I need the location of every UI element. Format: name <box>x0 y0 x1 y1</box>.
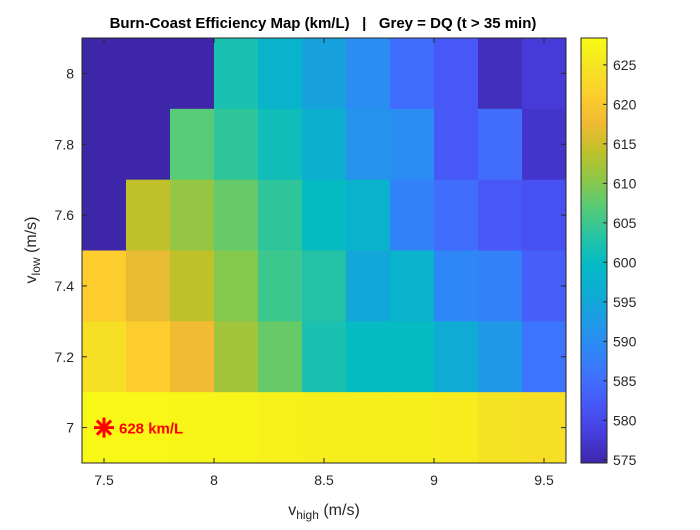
heatmap-cell-dq <box>82 108 127 181</box>
x-tick-label: 9 <box>430 472 438 488</box>
x-tick-label: 8.5 <box>314 472 334 488</box>
heatmap-cells <box>82 38 567 464</box>
heatmap-cell <box>346 321 391 393</box>
heatmap-cell <box>302 250 347 322</box>
colorbar-ticks: 575 580 585 590 595 600 605 610 615 620 625 <box>603 57 637 468</box>
heatmap-cell <box>478 179 523 251</box>
heatmap-cell <box>170 179 215 251</box>
heatmap-cell <box>522 38 567 110</box>
heatmap-cell <box>302 179 347 251</box>
y-axis: 7 7.2 7.4 7.6 7.8 8 <box>55 65 566 436</box>
heatmap-cell <box>390 179 435 251</box>
heatmap-cell <box>478 250 523 322</box>
y-tick-label: 7.6 <box>55 207 75 223</box>
heatmap-cell <box>434 179 479 251</box>
heatmap-cell <box>302 108 347 181</box>
heatmap-cell <box>390 250 435 322</box>
best-point-label: 628 km/L <box>119 421 183 438</box>
heatmap-cell <box>258 250 303 322</box>
heatmap-cell <box>258 392 303 464</box>
heatmap-cell <box>126 321 171 393</box>
heatmap-cell-dq <box>82 38 127 110</box>
heatmap-cell <box>434 38 479 110</box>
heatmap-cell <box>522 179 567 251</box>
heatmap-cell <box>522 250 567 322</box>
heatmap-cell <box>302 321 347 393</box>
heatmap-cell <box>522 321 567 393</box>
heatmap-cell <box>346 108 391 181</box>
heatmap-cell <box>214 321 259 393</box>
heatmap-cell <box>258 108 303 181</box>
colorbar-tick-label: 585 <box>613 373 637 389</box>
colorbar <box>580 37 608 464</box>
heatmap-cell <box>214 392 259 464</box>
y-axis-label: vlow (m/s) <box>23 217 43 284</box>
heatmap-cell <box>478 321 523 393</box>
heatmap-cell <box>390 38 435 110</box>
heatmap-cell <box>170 321 215 393</box>
heatmap-cell-dq <box>126 108 171 181</box>
heatmap-cell <box>126 392 171 464</box>
heatmap-cell <box>302 38 347 110</box>
x-tick-label: 8 <box>210 472 218 488</box>
heatmap-cell <box>302 392 347 464</box>
x-axis: 7.5 8 8.5 9 9.5 <box>94 38 554 488</box>
colorbar-tick-label: 605 <box>613 215 637 231</box>
heatmap-cell <box>478 38 523 110</box>
heatmap-cell-dq <box>126 38 171 110</box>
heatmap-cell <box>258 179 303 251</box>
colorbar-tick-label: 580 <box>613 412 637 428</box>
heatmap-cell <box>214 108 259 181</box>
heatmap-cell <box>170 392 215 464</box>
colorbar-tick-label: 575 <box>613 452 637 468</box>
colorbar-tick-label: 610 <box>613 175 637 191</box>
heatmap-cell <box>258 38 303 110</box>
heatmap-cell-dq <box>82 179 127 251</box>
heatmap-cell <box>434 250 479 322</box>
heatmap-cell <box>390 108 435 181</box>
y-tick-label: 7.2 <box>55 349 75 365</box>
heatmap-cell <box>346 38 391 110</box>
heatmap-cell <box>434 392 479 464</box>
heatmap-cell <box>346 250 391 322</box>
colorbar-tick-label: 600 <box>613 254 637 270</box>
y-tick-label: 7.4 <box>55 278 75 294</box>
heatmap-cell <box>478 392 523 464</box>
heatmap-cell <box>258 321 303 393</box>
colorbar-tick-label: 620 <box>613 96 637 112</box>
y-tick-label: 8 <box>66 65 74 81</box>
heatmap-cell <box>214 38 259 110</box>
heatmap-cell <box>126 250 171 322</box>
heatmap-cell <box>82 321 127 393</box>
heatmap-cell <box>434 321 479 393</box>
heatmap-cell <box>522 392 567 464</box>
y-tick-label: 7.8 <box>55 136 75 152</box>
best-point-marker: 628 km/L <box>94 417 183 438</box>
heatmap-cell <box>170 250 215 322</box>
heatmap-cell <box>214 179 259 251</box>
heatmap-cell-dq <box>170 38 215 110</box>
heatmap-cell <box>478 108 523 181</box>
colorbar-tick-label: 595 <box>613 294 637 310</box>
chart-title: Burn-Coast Efficiency Map (km/L) | Grey … <box>110 15 537 32</box>
x-tick-label: 9.5 <box>534 472 554 488</box>
colorbar-tick-label: 615 <box>613 136 637 152</box>
colorbar-tick-label: 625 <box>613 57 637 73</box>
heatmap-cell <box>346 179 391 251</box>
heatmap-cell <box>434 108 479 181</box>
heatmap-cell <box>214 250 259 322</box>
heatmap-cell <box>390 321 435 393</box>
x-tick-label: 7.5 <box>94 472 114 488</box>
heatmap-cell <box>170 108 215 181</box>
heatmap-cell <box>82 250 127 322</box>
y-tick-label: 7 <box>66 420 74 436</box>
heatmap-cell <box>126 179 171 251</box>
x-axis-label: vhigh (m/s) <box>288 502 360 522</box>
heatmap-cell <box>346 392 391 464</box>
heatmap-cell <box>522 108 567 181</box>
colorbar-tick-label: 590 <box>613 333 637 349</box>
heatmap-cell <box>390 392 435 464</box>
asterisk-marker-stroke <box>95 419 113 436</box>
